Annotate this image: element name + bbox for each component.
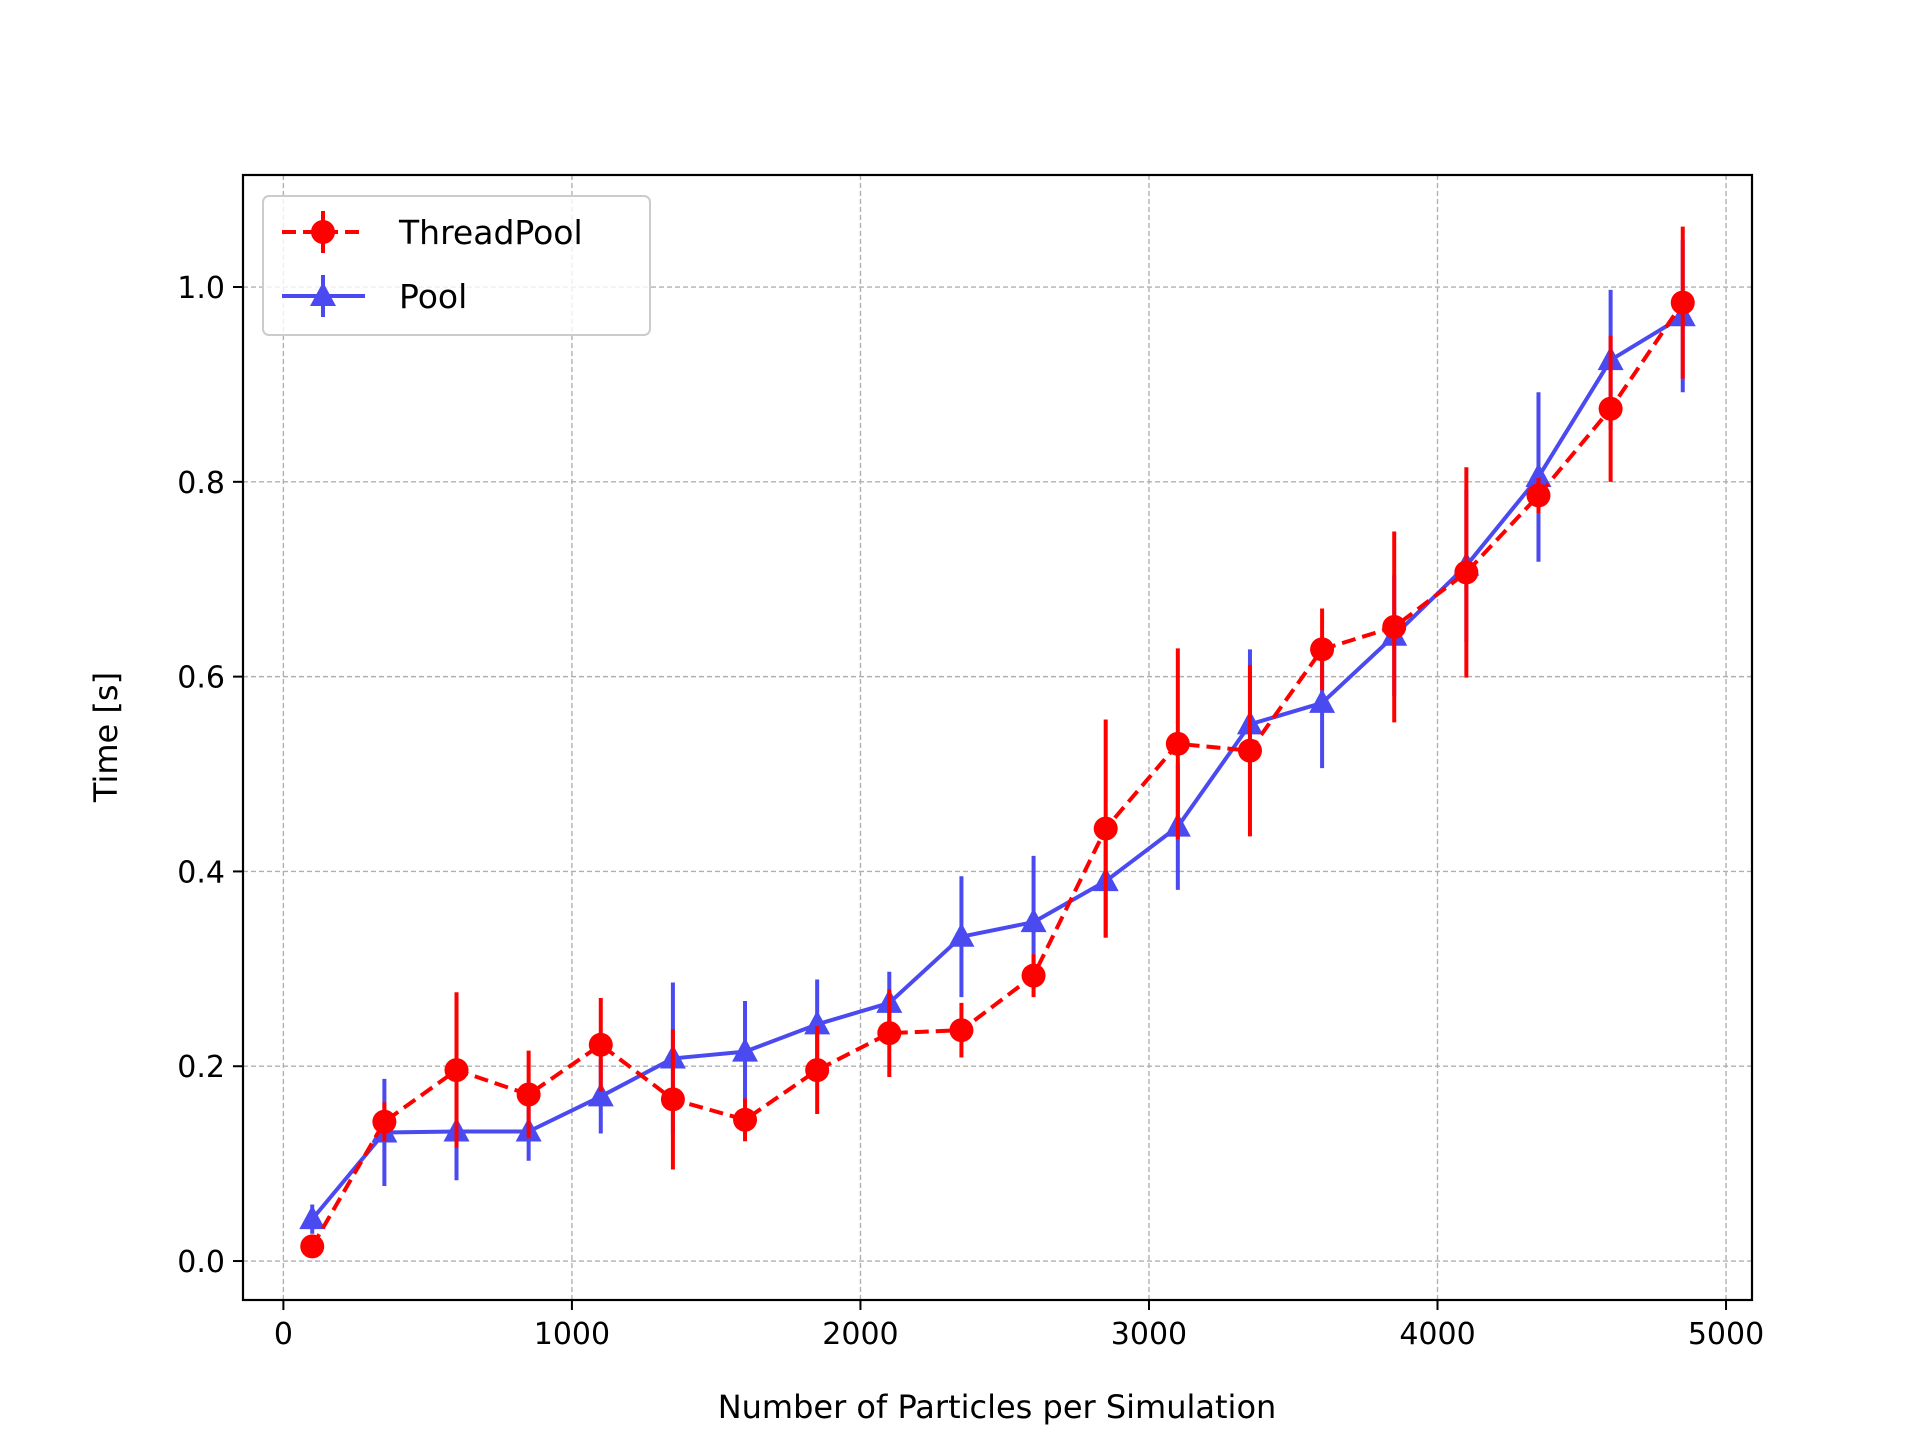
data-point — [949, 1018, 974, 1043]
x-tick-label: 3000 — [1111, 1317, 1187, 1352]
data-point — [299, 1205, 326, 1230]
legend-label-pool: Pool — [399, 277, 467, 316]
y-tick-label: 0.6 — [177, 661, 225, 696]
data-point — [1310, 637, 1335, 662]
y-axis-label: Time [s] — [87, 672, 125, 803]
y-tick-label: 0.2 — [177, 1050, 225, 1085]
x-tick-label: 4000 — [1399, 1317, 1475, 1352]
x-tick-label: 0 — [274, 1317, 293, 1352]
data-point — [1021, 963, 1046, 988]
data-point — [1454, 560, 1479, 585]
x-tick-label: 2000 — [822, 1317, 898, 1352]
data-point — [1093, 816, 1118, 841]
x-tick-label: 1000 — [534, 1317, 610, 1352]
data-point — [804, 1010, 831, 1035]
legend-entry-threadpool: ThreadPool — [282, 211, 583, 253]
x-axis-label: Number of Particles per Simulation — [718, 1388, 1277, 1426]
y-tick-label: 1.0 — [177, 271, 225, 306]
legend-marker-threadpool — [311, 220, 335, 244]
data-point — [1525, 462, 1552, 487]
legend-entry-pool: Pool — [282, 275, 467, 317]
y-tick-label: 0.8 — [177, 466, 225, 501]
data-point — [660, 1087, 685, 1112]
series-line — [310, 314, 1684, 1221]
data-point — [372, 1109, 397, 1134]
x-tick-label: 5000 — [1688, 1317, 1764, 1352]
series-threadpool — [300, 226, 1695, 1259]
data-point — [1670, 290, 1695, 315]
data-point — [587, 1082, 614, 1107]
data-point — [948, 922, 975, 947]
data-point — [732, 1037, 759, 1062]
data-point — [444, 1058, 469, 1083]
series-layer — [299, 226, 1696, 1259]
data-point — [1598, 396, 1623, 421]
legend-marker-pool — [310, 282, 336, 306]
data-point — [877, 1021, 902, 1046]
data-point — [1382, 614, 1407, 639]
data-point — [1237, 738, 1262, 763]
data-point — [1309, 688, 1336, 713]
data-point — [588, 1032, 613, 1057]
data-point — [733, 1107, 758, 1132]
data-point — [1020, 908, 1047, 933]
grid — [243, 175, 1752, 1300]
legend-label-threadpool: ThreadPool — [398, 213, 583, 252]
data-point — [1526, 483, 1551, 508]
y-tick-label: 0.4 — [177, 855, 225, 890]
series-line — [310, 301, 1685, 1248]
data-point — [300, 1234, 325, 1259]
legend: ThreadPool Pool — [262, 195, 651, 336]
data-point — [805, 1058, 830, 1083]
plot-frame — [241, 173, 1754, 1302]
data-point — [1165, 731, 1190, 756]
legend-box — [262, 195, 651, 336]
y-tick-label: 0.0 — [177, 1245, 225, 1280]
data-point — [516, 1082, 541, 1107]
ticks: 0 1000 2000 3000 4000 5000 0.0 0.2 0.4 0.6 0.8 1.0 — [177, 271, 1764, 1352]
